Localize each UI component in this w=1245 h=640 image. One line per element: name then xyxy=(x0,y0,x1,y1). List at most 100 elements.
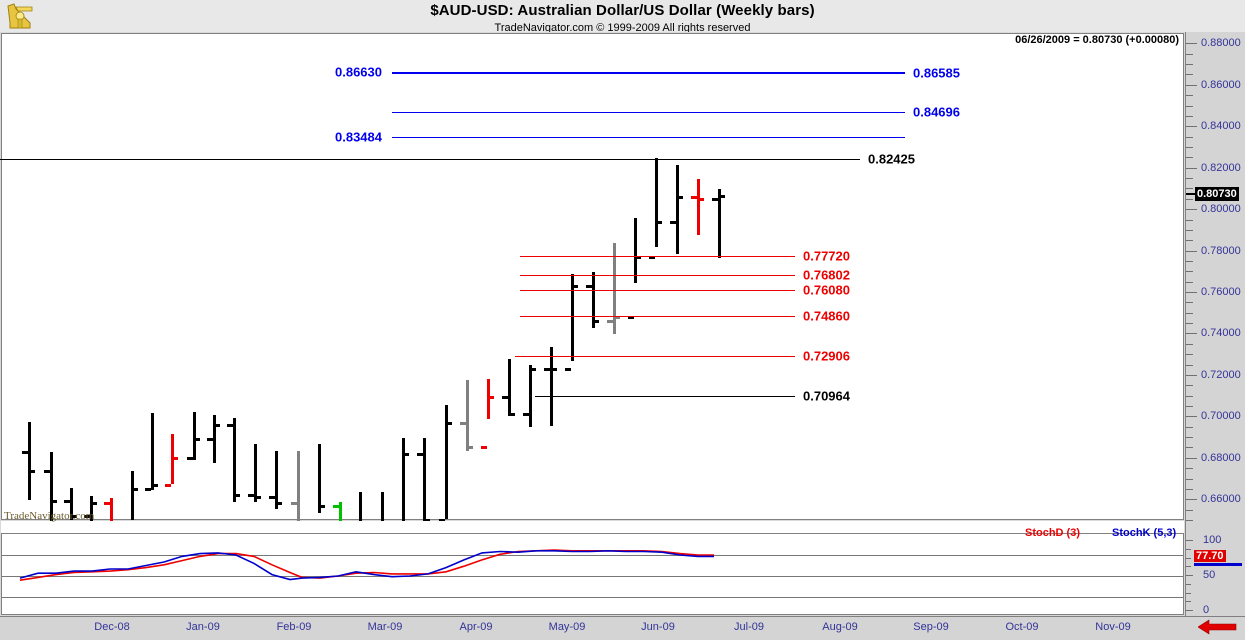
stoch-axis-minor-tick xyxy=(1186,592,1191,594)
price-axis[interactable] xyxy=(1185,32,1245,616)
price-axis-minor-tick xyxy=(1186,354,1193,356)
level-086585-label: 0.86585 xyxy=(913,65,960,81)
date-axis-label: Oct-09 xyxy=(1005,621,1039,633)
price-axis-minor-tick xyxy=(1186,312,1193,314)
level-076080-line[interactable] xyxy=(520,290,795,292)
level-074860-line[interactable] xyxy=(520,315,795,317)
ohlc-close-tick xyxy=(593,319,599,323)
ohlc-bar-range xyxy=(254,444,257,503)
level-076802-line[interactable] xyxy=(520,275,795,277)
current-price-badge: 0.80730 xyxy=(1195,187,1239,202)
ohlc-close-tick xyxy=(214,423,220,427)
ohlc-close-tick xyxy=(614,315,620,319)
price-axis-minor-tick xyxy=(1186,323,1193,325)
price-axis-minor-tick xyxy=(1186,188,1193,190)
price-axis-label: 0.70000 xyxy=(1201,410,1241,423)
ohlc-bar-range xyxy=(571,274,574,362)
ohlc-open-tick xyxy=(207,438,213,442)
stoch-axis-minor-tick xyxy=(1186,557,1191,559)
ohlc-open-tick xyxy=(227,423,233,427)
stoch-gridline-20 xyxy=(2,597,1183,598)
ohlc-close-tick xyxy=(467,446,473,450)
ohlc-close-tick xyxy=(551,367,557,371)
stoch-gridline-80 xyxy=(2,555,1183,556)
price-axis-tick xyxy=(1186,416,1197,418)
ohlc-bar-range xyxy=(318,444,321,513)
stoch-gridline xyxy=(2,576,1183,577)
stochastic-panel[interactable] xyxy=(1,533,1184,615)
level-086585-line[interactable] xyxy=(392,72,905,74)
ohlc-bar-range xyxy=(676,164,679,254)
ohlc-bar-range xyxy=(359,491,362,532)
copyright-subtitle: TradeNavigator.com © 1999-2009 All right… xyxy=(494,22,751,34)
price-axis-label: 0.86000 xyxy=(1201,78,1241,91)
stoch-d-line xyxy=(19,549,714,581)
ohlc-open-tick xyxy=(586,284,592,288)
price-axis-minor-tick xyxy=(1186,437,1193,439)
ohlc-open-tick xyxy=(565,367,571,371)
ohlc-open-tick xyxy=(187,456,193,460)
level-086630-line[interactable] xyxy=(392,71,905,73)
ohlc-close-tick xyxy=(698,197,704,201)
ohlc-open-tick xyxy=(269,496,275,500)
stoch-k-marker xyxy=(1194,562,1242,566)
level-084696-line[interactable] xyxy=(392,111,905,113)
level-082425-line[interactable] xyxy=(0,158,860,160)
date-axis-label: Sep-09 xyxy=(913,621,949,633)
price-axis-tick xyxy=(1186,292,1197,294)
price-axis-minor-tick xyxy=(1186,406,1193,408)
ohlc-close-tick xyxy=(276,502,282,506)
ohlc-close-tick xyxy=(677,195,683,199)
ohlc-bar-range xyxy=(90,496,93,524)
ohlc-bar-range xyxy=(697,179,700,236)
ohlc-bar-range xyxy=(28,421,31,501)
ohlc-open-tick xyxy=(691,195,697,199)
stoch-axis-tick xyxy=(1186,540,1193,541)
ohlc-close-tick xyxy=(488,395,494,399)
date-axis[interactable]: Dec-08 Jan-09 Feb-09 Mar-09 Apr-09 May-09 Jun-… xyxy=(0,616,1245,640)
price-axis-label: 0.88000 xyxy=(1201,37,1241,50)
arrow-left-icon[interactable] xyxy=(1198,619,1238,635)
quote-readout: 06/26/2009 = 0.80730 (+0.00080) xyxy=(1015,34,1179,46)
ohlc-bar-range xyxy=(110,498,113,530)
level-074860-label: 0.74860 xyxy=(803,308,850,324)
price-axis-label: 0.82000 xyxy=(1201,161,1241,174)
ohlc-bar-range xyxy=(423,438,426,521)
price-axis-tick xyxy=(1186,167,1197,169)
ohlc-bar-range xyxy=(339,502,342,532)
level-072906-line[interactable] xyxy=(515,356,795,358)
price-axis-label: 0.76000 xyxy=(1201,286,1241,299)
ohlc-bar-range xyxy=(50,451,53,521)
date-axis-label: Jun-09 xyxy=(641,621,675,633)
ohlc-open-tick xyxy=(481,446,487,450)
level-070964-line[interactable] xyxy=(535,396,795,398)
ohlc-open-tick xyxy=(439,518,445,522)
ohlc-open-tick xyxy=(248,494,254,498)
ohlc-open-tick xyxy=(22,450,28,454)
ohlc-bar-range xyxy=(445,404,448,519)
price-panel[interactable] xyxy=(1,33,1184,542)
level-077720-line[interactable] xyxy=(520,256,795,258)
level-083484-line[interactable] xyxy=(392,136,905,138)
stoch-axis-minor-tick xyxy=(1186,583,1191,585)
price-axis-label: 0.84000 xyxy=(1201,120,1241,133)
stoch-axis-label: 100 xyxy=(1203,534,1222,546)
ohlc-open-tick xyxy=(333,505,339,509)
ohlc-bar-range xyxy=(718,189,721,258)
ohlc-bar-range xyxy=(634,218,637,283)
price-axis-label: 0.74000 xyxy=(1201,327,1241,340)
price-axis-minor-tick xyxy=(1186,229,1193,231)
ohlc-bar-range xyxy=(655,158,658,248)
ohlc-close-tick xyxy=(530,367,536,371)
price-axis-minor-tick xyxy=(1186,219,1193,221)
stoch-current-badge: 77.70 xyxy=(1194,549,1226,562)
legend-stoch-k[interactable]: StochK (5,3) xyxy=(1112,527,1177,539)
date-axis-label: Jul-09 xyxy=(734,621,764,633)
price-axis-minor-tick xyxy=(1186,395,1193,397)
ohlc-open-tick xyxy=(460,421,466,425)
legend-stoch-d[interactable]: StochD (3) xyxy=(1025,527,1080,539)
ohlc-bar-range xyxy=(487,379,490,420)
ohlc-open-tick xyxy=(84,514,90,518)
ohlc-open-tick xyxy=(523,413,529,417)
indicator-legend-bar xyxy=(1,521,1184,534)
